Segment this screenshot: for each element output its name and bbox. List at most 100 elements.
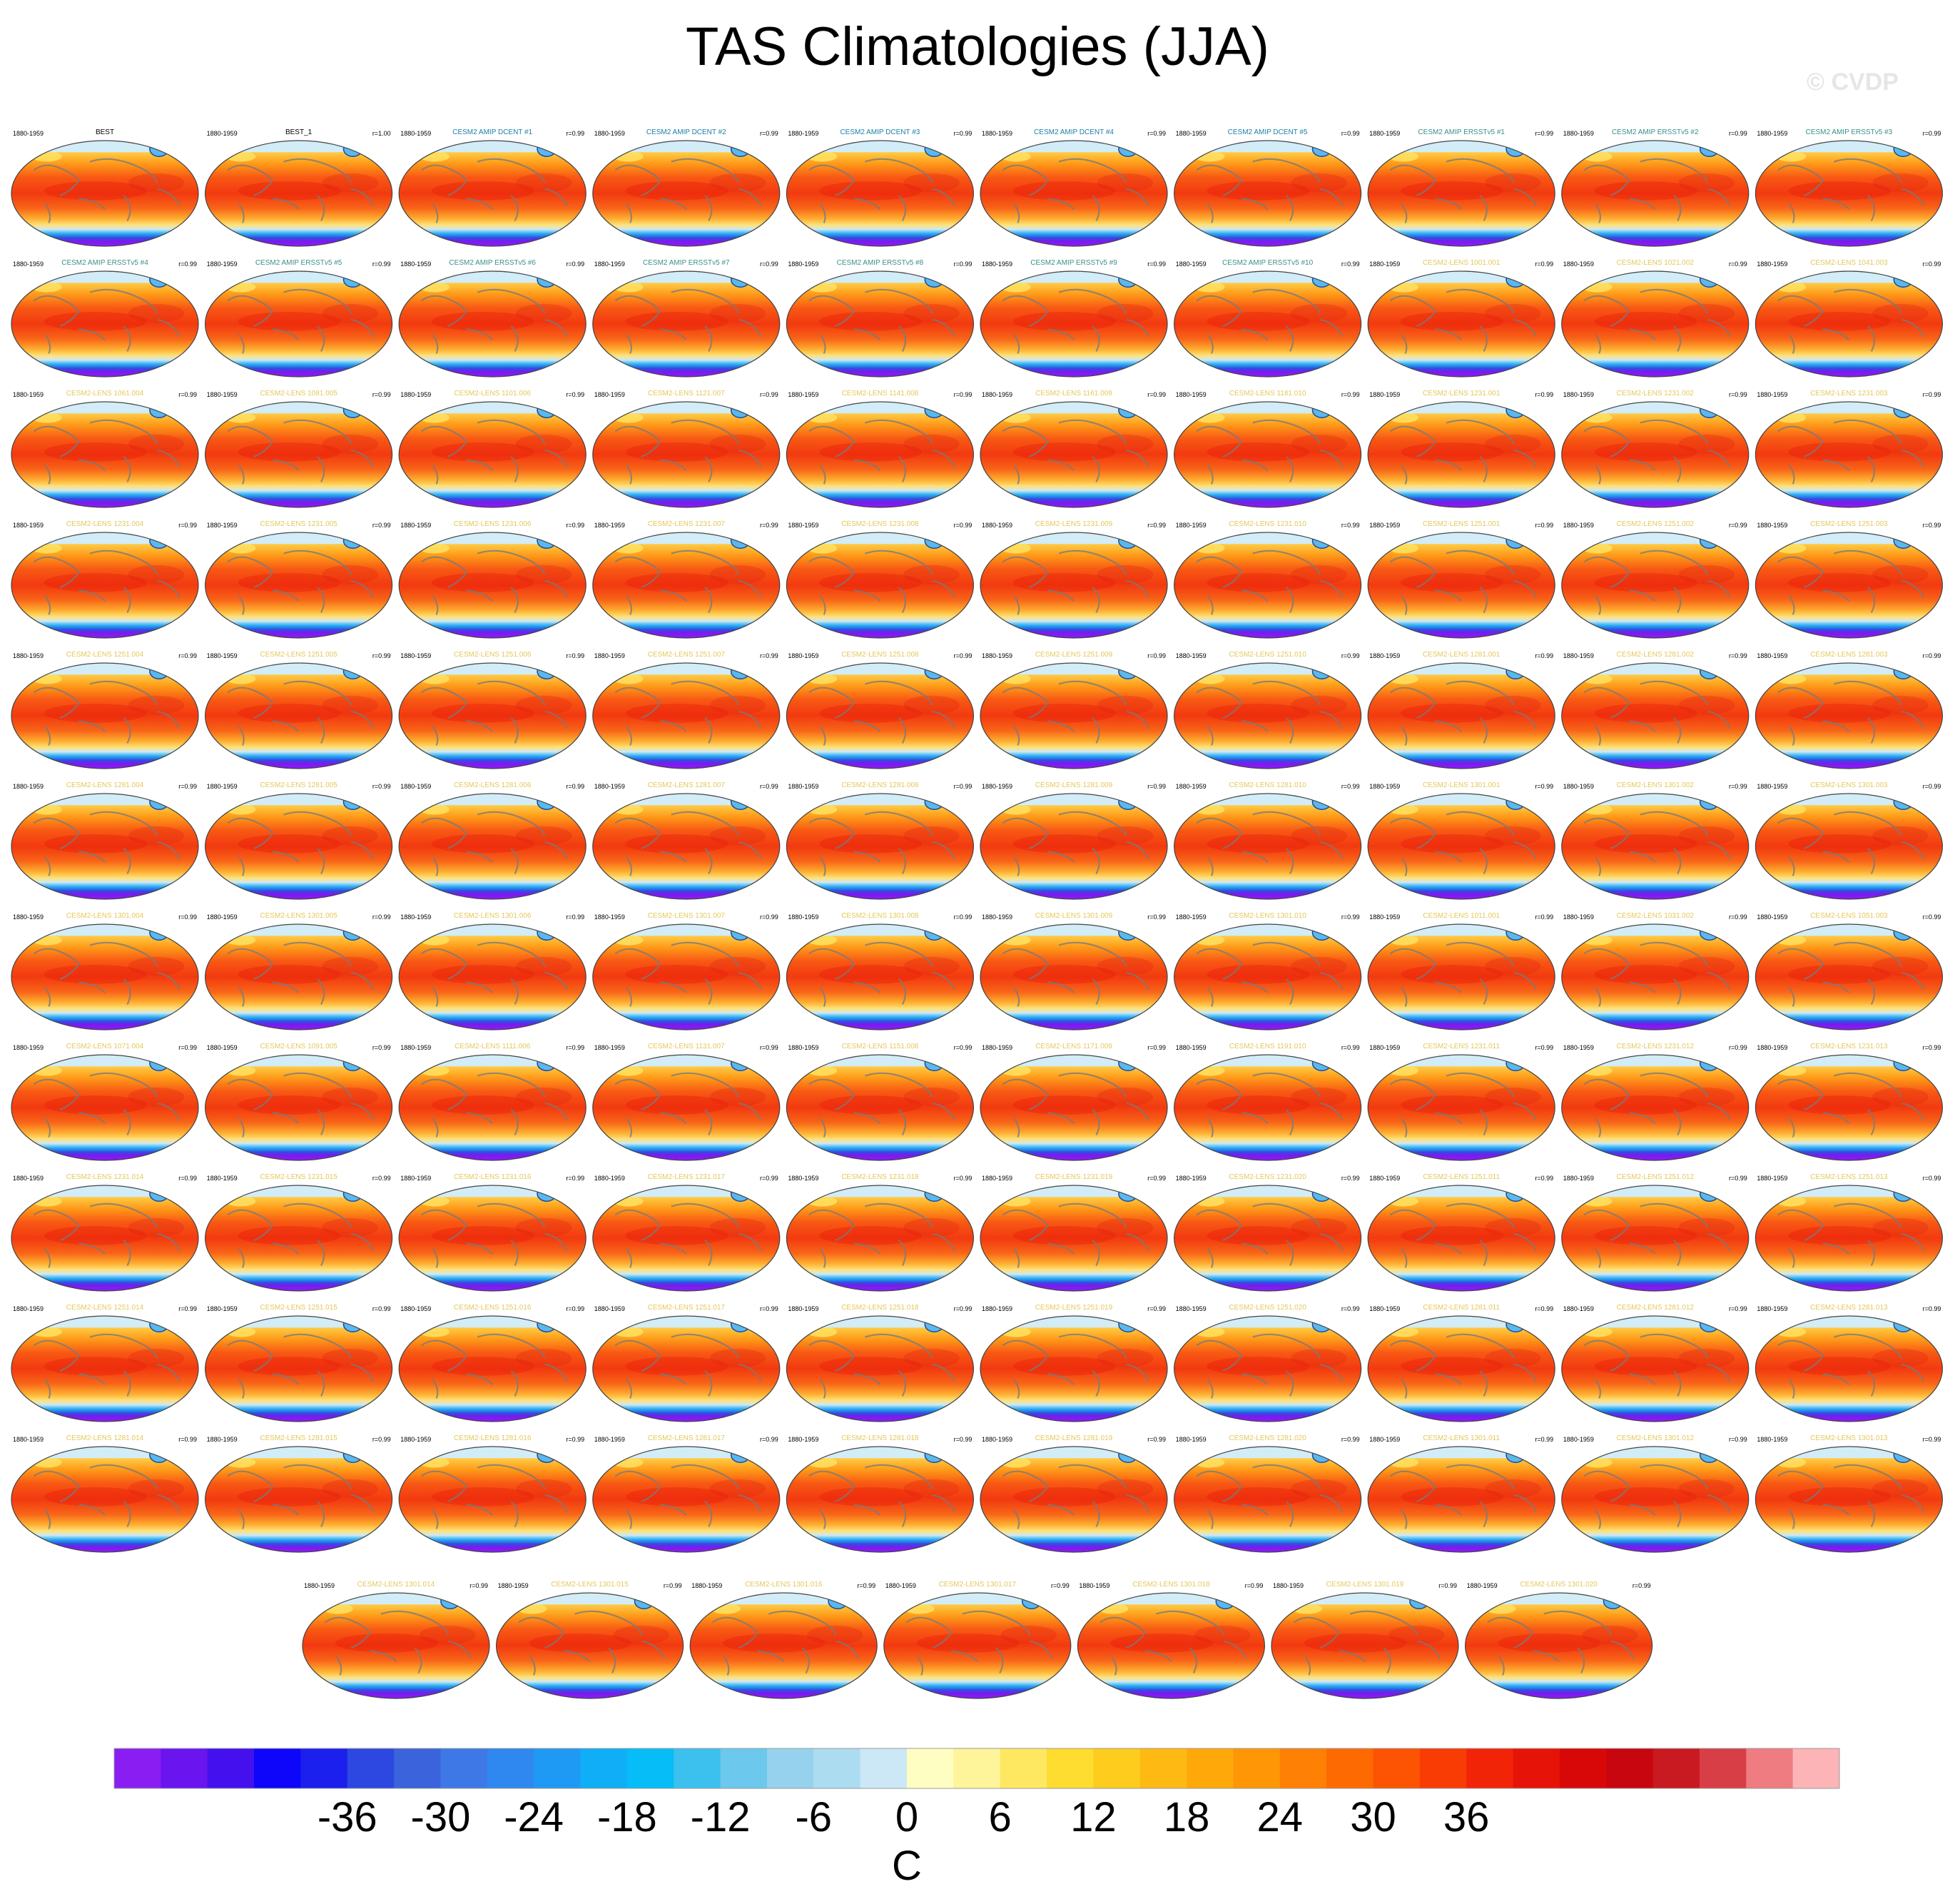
map-panel: 1880-1959 CESM2-LENS 1231.014 r=0.99	[11, 1173, 199, 1292]
panel-correlation: r=0.99	[1147, 1436, 1166, 1443]
panel-title: CESM2-LENS 1231.010	[1229, 520, 1306, 528]
map-panel: 1880-1959 CESM2-LENS 1151.008 r=0.99	[786, 1043, 975, 1161]
panel-period: 1880-1959	[13, 1175, 44, 1182]
panel-correlation: r=0.99	[1341, 391, 1360, 398]
panel-title: CESM2-LENS 1301.010	[1229, 912, 1306, 920]
panel-title: CESM2-LENS 1281.013	[1810, 1304, 1888, 1312]
panel-period: 1880-1959	[400, 130, 431, 137]
panel-period: 1880-1959	[1563, 1305, 1594, 1312]
panel-period: 1880-1959	[788, 783, 818, 790]
map-panel: 1880-1959 CESM2-LENS 1231.018 r=0.99	[786, 1173, 975, 1292]
colorbar-swatch	[1699, 1748, 1747, 1788]
map-panel: 1880-1959 CESM2 AMIP ERSSTv5 #1 r=0.99	[1367, 128, 1555, 247]
panel-title: CESM2-LENS 1301.001	[1423, 781, 1500, 789]
panel-period: 1880-1959	[1176, 260, 1207, 268]
panel-correlation: r=1.00	[372, 130, 391, 137]
panel-period: 1880-1959	[1757, 1175, 1787, 1182]
panel-correlation: r=0.99	[954, 1436, 973, 1443]
panel-period: 1880-1959	[594, 652, 625, 659]
map-panel: 1880-1959 CESM2-LENS 1231.019 r=0.99	[980, 1173, 1168, 1292]
panel-title: CESM2 AMIP ERSSTv5 #3	[1806, 128, 1893, 136]
colorbar-swatch	[1513, 1748, 1560, 1788]
panel-correlation: r=0.99	[566, 391, 584, 398]
colorbar-tick-label: 24	[1257, 1794, 1304, 1840]
panel-period: 1880-1959	[1757, 783, 1787, 790]
colorbar-swatch	[1187, 1748, 1234, 1788]
panel-period: 1880-1959	[207, 260, 238, 268]
map-panel: 1880-1959 CESM2-LENS 1281.008 r=0.99	[786, 781, 975, 900]
panel-title: CESM2 AMIP ERSSTv5 #10	[1222, 259, 1314, 267]
map-panel: 1880-1959 CESM2-LENS 1301.011 r=0.99	[1367, 1434, 1555, 1553]
panel-correlation: r=0.99	[857, 1582, 875, 1589]
map-panel: 1880-1959 CESM2-LENS 1301.001 r=0.99	[1367, 781, 1555, 900]
panel-period: 1880-1959	[594, 783, 625, 790]
map-panels: 1880-1959 BEST 1880-1959 BEST_1 r=1.00 1880-1…	[11, 128, 1943, 1699]
panel-title: CESM2-LENS 1281.014	[66, 1434, 144, 1442]
panel-period: 1880-1959	[982, 1044, 1012, 1051]
panel-title: CESM2-LENS 1121.007	[648, 390, 725, 397]
colorbar-swatch	[161, 1748, 208, 1788]
panel-title: CESM2-LENS 1231.018	[841, 1173, 919, 1181]
panel-correlation: r=0.99	[1341, 1044, 1360, 1051]
panel-correlation: r=0.99	[372, 260, 391, 268]
map-panel: 1880-1959 CESM2-LENS 1231.003 r=0.99	[1755, 390, 1943, 508]
map-panel: 1880-1959 CESM2-LENS 1281.012 r=0.99	[1561, 1304, 1750, 1422]
panel-title: CESM2-LENS 1281.001	[1423, 651, 1500, 659]
panel-correlation: r=0.99	[178, 652, 197, 659]
panel-title: CESM2-LENS 1231.004	[66, 520, 144, 528]
colorbar-tick-label: 18	[1164, 1794, 1210, 1840]
map-panel: 1880-1959 CESM2-LENS 1251.015 r=0.99	[205, 1304, 393, 1422]
map-panel: 1880-1959 CESM2-LENS 1231.012 r=0.99	[1561, 1043, 1750, 1161]
map-panel: 1880-1959 CESM2-LENS 1281.001 r=0.99	[1367, 651, 1555, 769]
map-panel: 1880-1959 CESM2-LENS 1141.008 r=0.99	[786, 390, 975, 508]
panel-title: CESM2-LENS 1301.017	[939, 1581, 1017, 1589]
panel-period: 1880-1959	[982, 783, 1012, 790]
map-panel: 1880-1959 CESM2-LENS 1251.005 r=0.99	[205, 651, 393, 769]
panel-title: CESM2 AMIP ERSSTv5 #7	[643, 259, 730, 267]
panel-title: CESM2 AMIP DCENT #2	[646, 128, 726, 136]
panel-title: CESM2-LENS 1301.002	[1617, 781, 1695, 789]
panel-period: 1880-1959	[207, 130, 238, 137]
map-panel: 1880-1959 CESM2-LENS 1301.009 r=0.99	[980, 912, 1168, 1031]
panel-correlation: r=0.99	[1729, 913, 1747, 921]
panel-correlation: r=0.99	[178, 1175, 197, 1182]
panel-title: CESM2-LENS 1231.001	[1423, 390, 1500, 397]
panel-correlation: r=0.99	[1923, 130, 1941, 137]
panel-period: 1880-1959	[1757, 1305, 1787, 1312]
panel-period: 1880-1959	[400, 783, 431, 790]
panel-title: CESM2-LENS 1281.002	[1617, 651, 1695, 659]
map-panel: 1880-1959 CESM2-LENS 1301.019 r=0.99	[1271, 1581, 1459, 1699]
map-panel: 1880-1959 CESM2-LENS 1251.018 r=0.99	[786, 1304, 975, 1422]
panel-period: 1880-1959	[1176, 391, 1207, 398]
panel-title: CESM2-LENS 1281.006	[454, 781, 532, 789]
panel-title: CESM2-LENS 1301.003	[1810, 781, 1888, 789]
map-panel: 1880-1959 CESM2 AMIP DCENT #2 r=0.99	[592, 128, 781, 247]
panel-correlation: r=0.99	[1729, 130, 1747, 137]
panel-title: CESM2-LENS 1031.002	[1617, 912, 1695, 920]
panel-period: 1880-1959	[594, 1175, 625, 1182]
panel-correlation: r=0.99	[1923, 1305, 1941, 1312]
map-panel: 1880-1959 CESM2 AMIP DCENT #5 r=0.99	[1173, 128, 1362, 247]
panel-correlation: r=0.99	[1535, 652, 1553, 659]
map-panel: 1880-1959 CESM2-LENS 1251.010 r=0.99	[1173, 651, 1362, 769]
panel-correlation: r=0.99	[566, 652, 584, 659]
panel-period: 1880-1959	[594, 1044, 625, 1051]
panel-period: 1880-1959	[1176, 130, 1207, 137]
panel-correlation: r=0.99	[178, 1305, 197, 1312]
panel-title: CESM2-LENS 1281.020	[1229, 1434, 1306, 1442]
panel-correlation: r=0.99	[1341, 652, 1360, 659]
panel-title: CESM2-LENS 1191.010	[1229, 1043, 1306, 1050]
map-panel: 1880-1959 CESM2-LENS 1251.019 r=0.99	[980, 1304, 1168, 1422]
panel-correlation: r=0.99	[760, 913, 778, 921]
panel-correlation: r=0.99	[1729, 1436, 1747, 1443]
panel-period: 1880-1959	[1563, 1175, 1594, 1182]
map-panel: 1880-1959 CESM2-LENS 1021.002 r=0.99	[1561, 259, 1750, 378]
panel-correlation: r=0.99	[1923, 913, 1941, 921]
panel-title: CESM2-LENS 1251.013	[1810, 1173, 1888, 1181]
colorbar-swatch	[1047, 1748, 1094, 1788]
panel-correlation: r=0.99	[1729, 1175, 1747, 1182]
panel-title: CESM2-LENS 1281.017	[648, 1434, 726, 1442]
panel-period: 1880-1959	[400, 1305, 431, 1312]
map-panel: 1880-1959 CESM2 AMIP ERSSTv5 #5 r=0.99	[205, 259, 393, 378]
panel-period: 1880-1959	[1176, 913, 1207, 921]
